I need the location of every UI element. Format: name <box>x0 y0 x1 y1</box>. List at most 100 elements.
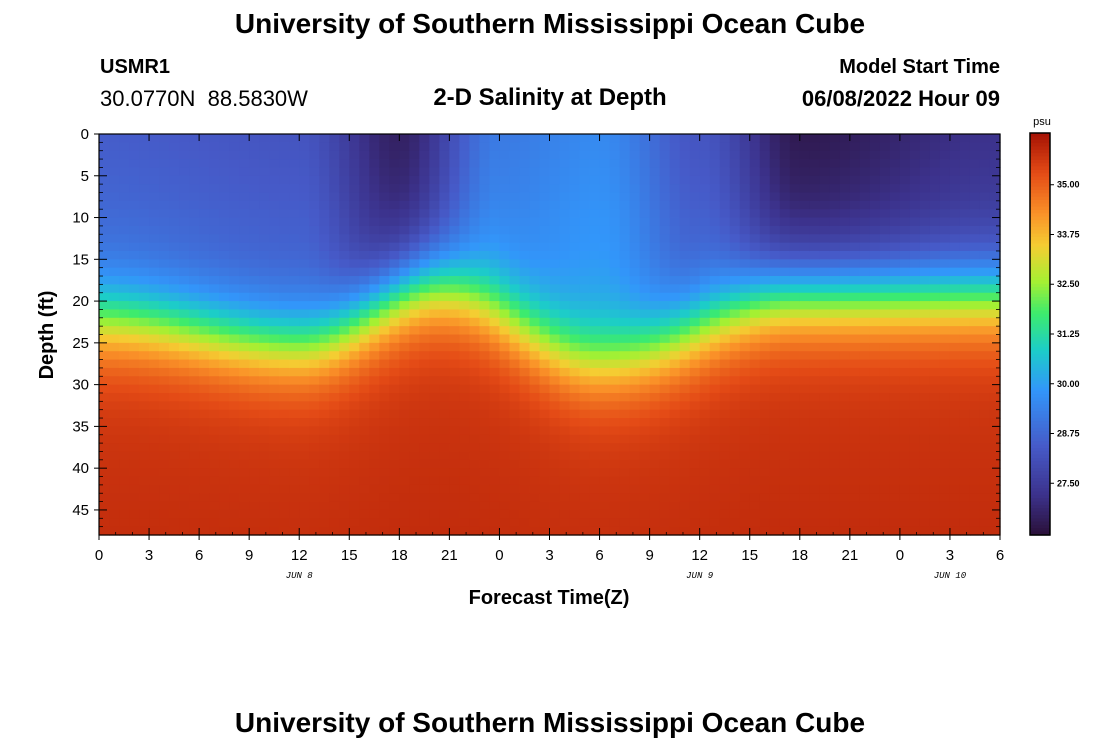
heatmap-cell <box>649 167 661 177</box>
heatmap-cell <box>529 326 541 336</box>
heatmap-cell <box>649 484 661 494</box>
heatmap-cell <box>279 200 290 210</box>
heatmap-cell <box>649 326 661 336</box>
heatmap-cell <box>829 317 841 327</box>
heatmap-cell <box>619 376 631 386</box>
heatmap-cell <box>319 459 330 469</box>
heatmap-cell <box>269 301 280 311</box>
heatmap-cell <box>249 292 260 302</box>
heatmap-cell <box>469 443 481 453</box>
heatmap-cell <box>719 351 731 361</box>
heatmap-cell <box>419 367 430 377</box>
heatmap-cell <box>449 434 460 444</box>
heatmap-cell <box>169 426 180 436</box>
heatmap-cell <box>239 175 250 185</box>
heatmap-cell <box>729 367 741 377</box>
heatmap-cell <box>159 326 170 336</box>
heatmap-cell <box>369 284 380 294</box>
heatmap-cell <box>749 175 761 185</box>
heatmap-cell <box>929 242 941 252</box>
heatmap-cell <box>179 418 190 427</box>
heatmap-cell <box>639 426 651 436</box>
heatmap-cell <box>589 384 601 394</box>
heatmap-cell <box>859 142 871 152</box>
heatmap-cell <box>529 276 541 285</box>
heatmap-cell <box>469 326 481 336</box>
heatmap-cell <box>139 434 150 444</box>
heatmap-cell <box>139 384 150 394</box>
heatmap-cell <box>339 359 350 369</box>
heatmap-cell <box>189 259 200 269</box>
heatmap-cell <box>659 409 671 419</box>
heatmap-cell <box>439 401 450 411</box>
heatmap-cell <box>659 284 671 294</box>
heatmap-cell <box>479 509 491 519</box>
heatmap-cell <box>779 409 791 419</box>
heatmap-cell <box>659 200 671 210</box>
heatmap-cell <box>599 326 611 336</box>
heatmap-cell <box>99 250 110 260</box>
heatmap-cell <box>489 409 501 419</box>
heatmap-cell <box>769 259 781 269</box>
heatmap-cell <box>359 426 370 436</box>
heatmap-cell <box>769 342 781 352</box>
heatmap-cell <box>749 526 761 536</box>
heatmap-cell <box>449 376 460 386</box>
heatmap-cell <box>339 217 350 227</box>
heatmap-cell <box>559 334 571 344</box>
heatmap-cell <box>729 217 741 227</box>
colorbar-tick-label: 32.50 <box>1057 279 1080 289</box>
heatmap-cell <box>909 142 921 152</box>
heatmap-cell <box>419 476 430 486</box>
heatmap-cell <box>929 434 941 444</box>
heatmap-cell <box>179 284 190 294</box>
heatmap-cell <box>789 259 801 269</box>
heatmap-cell <box>189 476 200 486</box>
heatmap-cell <box>479 301 491 311</box>
heatmap-cell <box>209 434 220 444</box>
heatmap-cell <box>99 418 110 427</box>
heatmap-cell <box>459 526 471 536</box>
heatmap-cell <box>309 334 320 344</box>
heatmap-cell <box>639 276 651 285</box>
heatmap-cell <box>109 468 120 478</box>
heatmap-cell <box>789 192 801 202</box>
heatmap-cell <box>979 376 991 386</box>
heatmap-cell <box>109 526 120 536</box>
heatmap-cell <box>959 217 971 227</box>
heatmap-cell <box>389 175 400 185</box>
heatmap-cell <box>349 250 360 260</box>
heatmap-cell <box>689 276 701 285</box>
heatmap-cell <box>519 175 531 185</box>
heatmap-cell <box>649 200 661 210</box>
heatmap-cell <box>849 376 861 386</box>
heatmap-cell <box>559 200 571 210</box>
heatmap-cell <box>829 150 841 160</box>
heatmap-cell <box>819 159 831 169</box>
heatmap-cell <box>369 509 380 519</box>
heatmap-cell <box>429 209 440 219</box>
heatmap-cell <box>689 476 701 486</box>
heatmap-cell <box>619 200 631 210</box>
heatmap-cell <box>769 209 781 219</box>
heatmap-cell <box>649 418 661 427</box>
heatmap-cell <box>129 443 140 453</box>
heatmap-cell <box>959 526 971 536</box>
heatmap-cell <box>389 501 400 511</box>
colorbar-segment <box>1030 531 1050 536</box>
heatmap-cell <box>329 459 340 469</box>
heatmap-cell <box>239 392 250 402</box>
heatmap-cell <box>919 250 931 260</box>
heatmap-cell <box>659 242 671 252</box>
heatmap-cell <box>629 259 641 269</box>
colorbar-segment <box>1030 501 1050 506</box>
heatmap-cell <box>759 426 771 436</box>
heatmap-cell <box>319 392 330 402</box>
heatmap-cell <box>639 392 651 402</box>
heatmap-cell <box>399 443 410 453</box>
heatmap-cell <box>699 134 711 143</box>
heatmap-cell <box>179 301 190 311</box>
heatmap-cell <box>649 284 661 294</box>
heatmap-cell <box>289 359 300 369</box>
heatmap-cell <box>769 468 781 478</box>
